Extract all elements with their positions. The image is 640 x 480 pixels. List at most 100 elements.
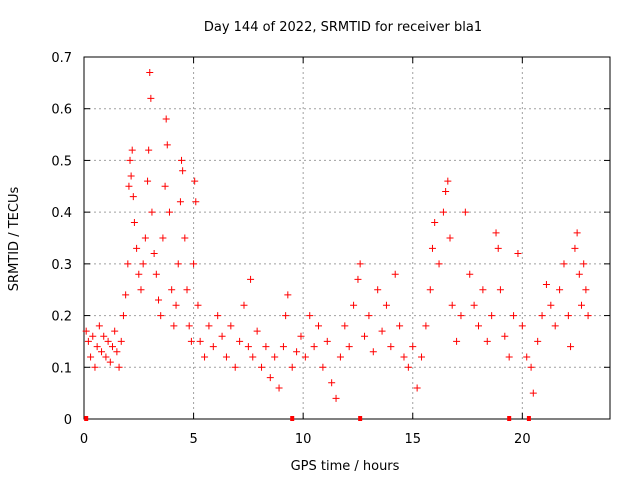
data-series — [82, 69, 592, 402]
data-point — [354, 275, 362, 283]
data-point — [135, 270, 143, 278]
data-point — [126, 156, 134, 164]
chart-title: Day 144 of 2022, SRMTID for receiver bla… — [204, 20, 482, 35]
y-tick-label: 0 — [64, 413, 72, 428]
data-point — [527, 363, 535, 371]
data-point — [560, 260, 568, 268]
data-point — [179, 167, 187, 175]
data-point — [575, 270, 583, 278]
data-point — [418, 353, 426, 361]
data-point — [161, 182, 169, 190]
data-point — [218, 332, 226, 340]
data-point — [144, 177, 152, 185]
data-point — [461, 208, 469, 216]
data-point — [284, 291, 292, 299]
data-point — [556, 286, 564, 294]
data-point — [479, 286, 487, 294]
data-point — [428, 244, 436, 252]
data-point — [159, 234, 167, 242]
baseline-marker — [358, 416, 363, 421]
data-point — [297, 332, 305, 340]
data-point — [571, 244, 579, 252]
data-point — [209, 343, 217, 351]
y-tick-label: 0.2 — [51, 310, 72, 325]
data-point — [315, 322, 323, 330]
data-point — [431, 218, 439, 226]
data-point — [162, 115, 170, 123]
data-point — [332, 394, 340, 402]
data-point — [584, 312, 592, 320]
y-tick-label: 0.7 — [51, 51, 72, 66]
data-point — [551, 322, 559, 330]
data-point — [361, 332, 369, 340]
data-point — [244, 343, 252, 351]
data-point — [155, 296, 163, 304]
data-point — [442, 187, 450, 195]
data-point — [345, 343, 353, 351]
data-point — [152, 270, 160, 278]
data-point — [567, 343, 575, 351]
data-point — [301, 353, 309, 361]
grid — [84, 57, 610, 419]
data-point — [150, 250, 158, 258]
data-point — [148, 208, 156, 216]
data-point — [240, 301, 248, 309]
data-point — [201, 353, 209, 361]
data-point — [102, 353, 110, 361]
data-point — [538, 312, 546, 320]
y-tick-label: 0.1 — [51, 361, 72, 376]
data-point — [125, 182, 133, 190]
data-point — [133, 244, 141, 252]
data-point — [514, 250, 522, 258]
data-point — [453, 337, 461, 345]
data-point — [523, 353, 531, 361]
data-point — [396, 322, 404, 330]
data-point — [128, 146, 136, 154]
data-point — [413, 384, 421, 392]
data-point — [141, 234, 149, 242]
data-point — [106, 358, 114, 366]
data-point — [505, 353, 513, 361]
y-tick-label: 0.5 — [51, 154, 72, 169]
data-point — [172, 301, 180, 309]
data-point — [190, 260, 198, 268]
data-point — [564, 312, 572, 320]
x-tick-label: 10 — [295, 432, 312, 447]
y-tick-label: 0.3 — [51, 258, 72, 273]
data-point — [181, 234, 189, 242]
data-point — [185, 322, 193, 330]
data-point — [176, 198, 184, 206]
data-point — [196, 337, 204, 345]
data-point — [178, 156, 186, 164]
data-point — [214, 312, 222, 320]
data-point — [378, 327, 386, 335]
data-point — [391, 270, 399, 278]
data-point — [547, 301, 555, 309]
data-point — [205, 322, 213, 330]
data-point — [170, 322, 178, 330]
data-point — [457, 312, 465, 320]
data-point — [275, 384, 283, 392]
data-point — [236, 337, 244, 345]
data-point — [404, 363, 412, 371]
data-point — [89, 332, 97, 340]
data-point — [282, 312, 290, 320]
data-point — [115, 363, 123, 371]
plot-frame — [83, 56, 611, 420]
data-point — [518, 322, 526, 330]
data-point — [492, 229, 500, 237]
data-point — [426, 286, 434, 294]
data-point — [137, 286, 145, 294]
y-axis-label: SRMTID / TECUs — [7, 187, 22, 292]
baseline-marker — [290, 416, 295, 421]
data-point — [306, 312, 314, 320]
data-point — [446, 234, 454, 242]
data-point — [187, 337, 195, 345]
data-point — [356, 260, 364, 268]
data-point — [369, 348, 377, 356]
baseline-marker — [84, 416, 89, 421]
data-point — [168, 286, 176, 294]
data-point — [108, 343, 116, 351]
data-point — [253, 327, 261, 335]
baseline-marker — [507, 416, 512, 421]
